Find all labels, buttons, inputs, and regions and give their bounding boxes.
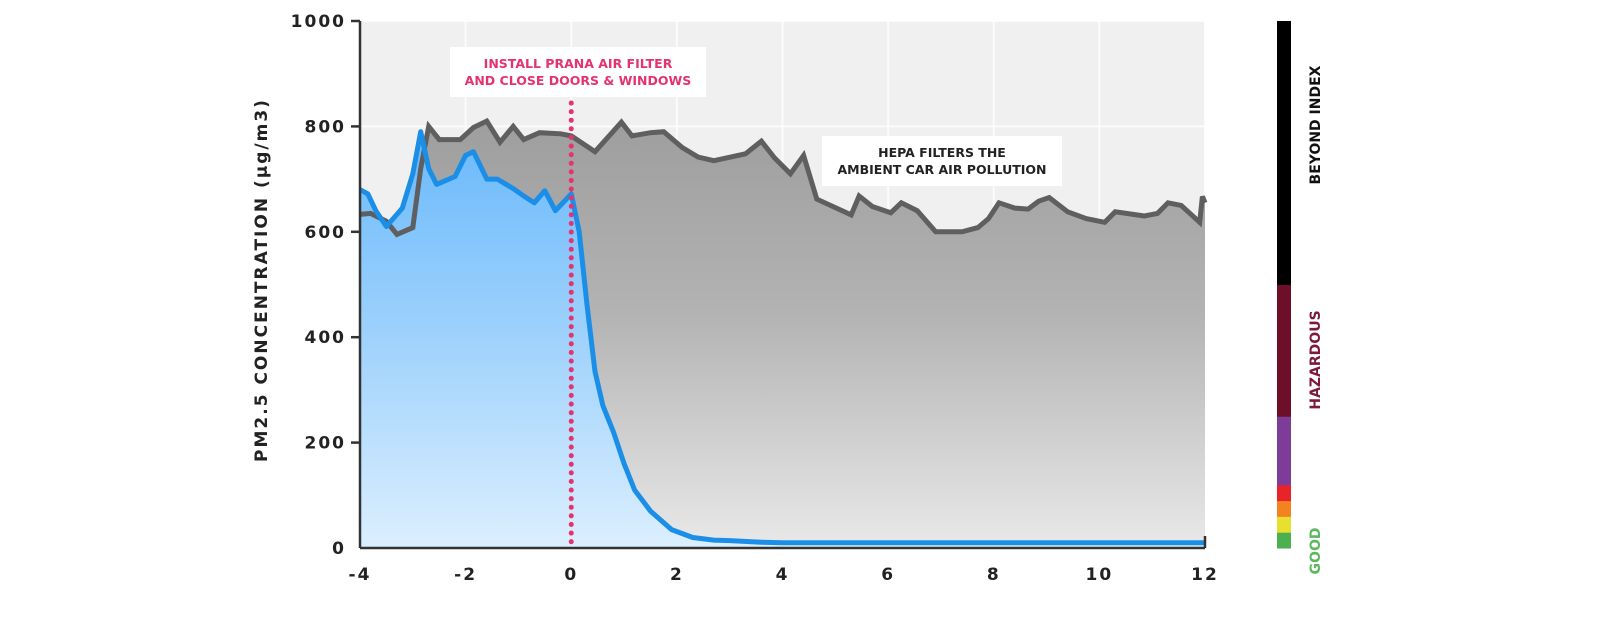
axes	[358, 21, 1207, 550]
x-tick-label: -4	[349, 565, 372, 585]
x-tick-label: 6	[881, 565, 895, 585]
aqi-label-good: GOOD	[1308, 528, 1324, 575]
annotations: INSTALL PRANA AIR FILTER AND CLOSE DOORS …	[450, 47, 1062, 186]
aqi-segment-satisfactory	[1277, 516, 1291, 533]
filtered-area	[360, 131, 1205, 548]
filtered-line	[358, 129, 1205, 546]
y-tick-label: 400	[305, 328, 347, 348]
aqi-segment-moderate	[1277, 500, 1291, 517]
aqi-color-scale: BEYOND INDEX HAZARDOUS GOOD	[1277, 21, 1324, 574]
y-axis-label: PM2.5 CONCENTRATION (µg/m3)	[252, 98, 272, 462]
x-tick-label: 12	[1191, 565, 1219, 585]
x-tick-label: 10	[1086, 565, 1114, 585]
y-tick-label: 600	[305, 223, 347, 243]
hepa-annotation: HEPA FILTERS THE AMBIENT CAR AIR POLLUTIO…	[822, 136, 1062, 186]
y-tick-label: 200	[305, 434, 347, 454]
svg-text:AND CLOSE DOORS & WINDOWS: AND CLOSE DOORS & WINDOWS	[465, 73, 692, 88]
y-tick-label: 0	[332, 539, 346, 559]
aqi-segment-poor	[1277, 484, 1291, 502]
svg-text:HEPA FILTERS THE: HEPA FILTERS THE	[878, 145, 1006, 160]
x-axis-ticks: -4 -2 0 2 4 6 8 10 12	[349, 565, 1219, 585]
x-tick-label: 2	[670, 565, 684, 585]
aqi-label-hazardous: HAZARDOUS	[1308, 310, 1324, 409]
y-tick-label: 800	[305, 117, 347, 137]
aqi-segment-beyond-index	[1277, 21, 1291, 285]
aqi-segment-hazardous	[1277, 284, 1291, 417]
svg-text:INSTALL PRANA AIR FILTER: INSTALL PRANA AIR FILTER	[484, 56, 673, 71]
y-tick-label: 1000	[291, 12, 346, 32]
ambient-line	[359, 117, 1208, 238]
x-tick-label: 0	[564, 565, 578, 585]
aqi-segment-very-poor	[1277, 416, 1291, 486]
install-filter-annotation: INSTALL PRANA AIR FILTER AND CLOSE DOORS …	[450, 47, 706, 97]
aqi-label-beyond-index: BEYOND INDEX	[1308, 65, 1324, 184]
y-axis-ticks: 0 200 400 600 800 1000	[291, 12, 360, 559]
x-tick-label: 8	[987, 565, 1001, 585]
svg-text:AMBIENT CAR AIR POLLUTION: AMBIENT CAR AIR POLLUTION	[838, 162, 1047, 177]
x-tick-label: 4	[776, 565, 790, 585]
aqi-segment-good	[1277, 532, 1291, 549]
x-tick-label: -2	[454, 565, 477, 585]
